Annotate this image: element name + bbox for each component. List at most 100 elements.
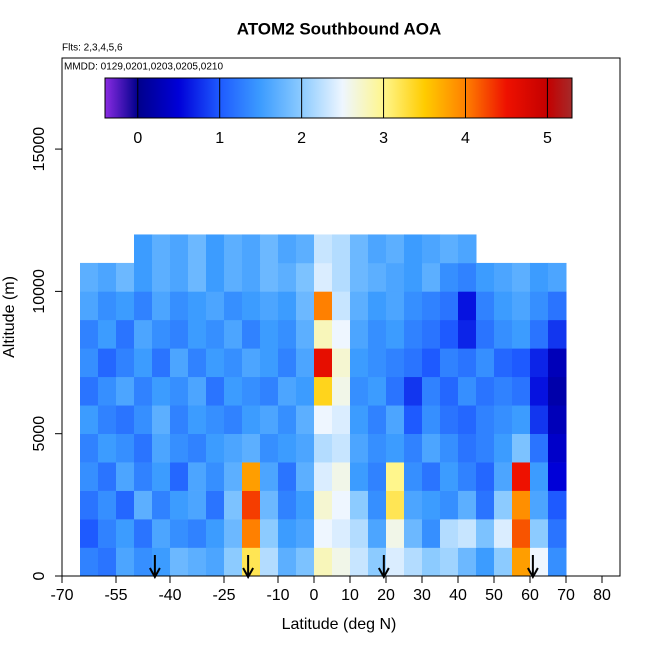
heat-cell: [188, 291, 207, 321]
heat-cell: [494, 519, 513, 548]
heat-cell: [494, 348, 513, 378]
heat-cell: [242, 519, 261, 548]
heat-cell: [512, 490, 531, 520]
heat-cell: [296, 376, 315, 406]
arrow: [242, 555, 254, 580]
heat-cell: [98, 519, 117, 548]
heat-cell: [224, 319, 243, 349]
heat-cell: [368, 462, 387, 491]
x-tick-label: 40: [449, 587, 467, 604]
x-tick-label: 30: [413, 587, 431, 604]
heat-cell: [368, 547, 387, 577]
heat-cell: [512, 291, 531, 321]
colorbar: [104, 77, 573, 119]
x-tick-label: 80: [593, 587, 611, 604]
heat-cell: [134, 433, 153, 463]
x-tick-label: 10: [341, 587, 359, 604]
heat-cell: [386, 291, 405, 321]
heat-cell: [314, 376, 333, 406]
heat-cell: [188, 405, 207, 434]
heat-cell: [278, 519, 297, 548]
heat-cell: [422, 376, 441, 406]
heat-cell: [116, 490, 135, 520]
heat-cell: [530, 433, 549, 463]
heat-cell: [170, 547, 189, 577]
heat-cell: [458, 433, 477, 463]
heat-cell: [404, 348, 423, 378]
heat-cell: [548, 547, 567, 577]
heat-cell: [368, 433, 387, 463]
heat-cell: [494, 291, 513, 321]
heat-cell: [350, 262, 369, 292]
heat-cell: [188, 519, 207, 548]
heat-cell: [152, 405, 171, 434]
heat-cell: [512, 348, 531, 378]
heat-cell: [386, 490, 405, 520]
heat-cell: [116, 547, 135, 577]
heat-cell: [350, 234, 369, 264]
x-tick-label: 70: [557, 587, 575, 604]
heat-cell: [512, 376, 531, 406]
arrow-head: [242, 567, 254, 580]
heat-cell: [494, 547, 513, 577]
heat-cell: [314, 547, 333, 577]
heat-cell: [368, 405, 387, 434]
heat-cell: [314, 490, 333, 520]
heat-cell: [152, 433, 171, 463]
heat-cell: [188, 462, 207, 491]
heat-cell: [98, 405, 117, 434]
heat-cell: [350, 519, 369, 548]
heat-cell: [530, 319, 549, 349]
heat-cell: [278, 405, 297, 434]
heat-cell: [476, 490, 495, 520]
heat-cell: [494, 490, 513, 520]
heat-cell: [548, 291, 567, 321]
heat-cell: [278, 262, 297, 292]
heat-cell: [80, 547, 99, 577]
heat-cell: [512, 433, 531, 463]
heat-cell: [548, 319, 567, 349]
heat-cell: [206, 462, 225, 491]
heat-cell: [242, 462, 261, 491]
heat-cell: [170, 234, 189, 264]
heat-cell: [476, 262, 495, 292]
heat-cell: [332, 319, 351, 349]
heat-cell: [404, 291, 423, 321]
y-tick-label: 15000: [31, 127, 48, 172]
heat-cell: [368, 319, 387, 349]
heat-cell: [350, 433, 369, 463]
x-axis-title: Latitude (deg N): [282, 616, 397, 633]
heat-cell: [296, 262, 315, 292]
heat-cell: [422, 547, 441, 577]
heat-cell: [152, 291, 171, 321]
heat-cell: [80, 376, 99, 406]
heat-cell: [422, 405, 441, 434]
heat-cell: [170, 376, 189, 406]
heat-cell: [170, 405, 189, 434]
x-tick-label: -25: [212, 587, 235, 604]
heat-cell: [494, 376, 513, 406]
heat-cell: [530, 291, 549, 321]
heat-cell: [134, 291, 153, 321]
heat-cell: [512, 262, 531, 292]
heat-cell: [170, 462, 189, 491]
heat-cell: [314, 291, 333, 321]
heat-cell: [98, 376, 117, 406]
heat-cell: [116, 405, 135, 434]
heat-cell: [80, 262, 99, 292]
heat-cell: [548, 490, 567, 520]
heat-cell: [296, 348, 315, 378]
heat-cell: [548, 433, 567, 463]
heat-cell: [206, 547, 225, 577]
colorbar-tick-label: 2: [297, 130, 306, 147]
heat-cell: [530, 547, 549, 577]
heat-cell: [440, 519, 459, 548]
heat-cell: [206, 376, 225, 406]
heat-cell: [476, 405, 495, 434]
y-axis-title: Altitude (m): [1, 276, 18, 358]
heat-cell: [224, 547, 243, 577]
heat-cell: [170, 433, 189, 463]
heat-cell: [332, 291, 351, 321]
heat-cell: [170, 291, 189, 321]
